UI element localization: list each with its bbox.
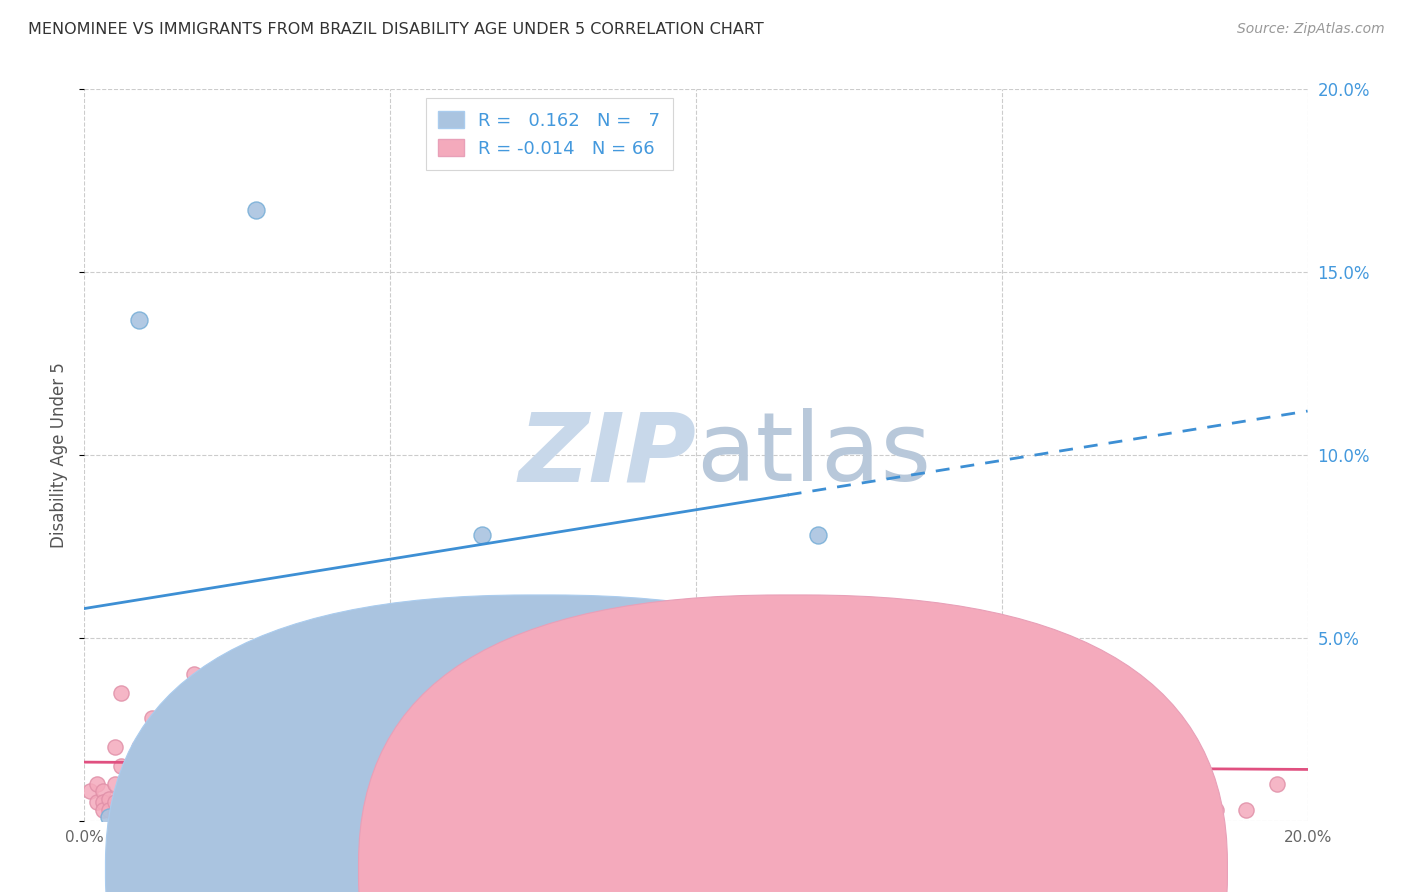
Point [86, 777, 108, 791]
Point [807, 528, 830, 542]
Point [135, 796, 157, 810]
Point [79, 784, 101, 798]
Point [299, 796, 322, 810]
Point [91, 796, 114, 810]
Point [91, 803, 114, 817]
Point [104, 806, 127, 821]
Point [1236, 803, 1258, 817]
Point [110, 758, 132, 772]
Point [440, 740, 463, 755]
Point [471, 803, 494, 817]
Point [91, 784, 114, 798]
Point [257, 740, 280, 755]
Point [208, 740, 231, 755]
Point [110, 796, 132, 810]
Point [141, 796, 163, 810]
Point [115, 784, 138, 798]
Text: atlas: atlas [696, 409, 931, 501]
Point [165, 758, 187, 772]
Point [104, 740, 127, 755]
Text: Immigrants from Brazil: Immigrants from Brazil [815, 861, 1007, 879]
Point [146, 777, 169, 791]
Point [380, 777, 402, 791]
Point [991, 803, 1014, 817]
Point [287, 796, 309, 810]
Point [128, 312, 150, 326]
Point [115, 803, 138, 817]
Point [226, 649, 249, 664]
Point [97, 803, 120, 817]
Point [146, 803, 169, 817]
Point [97, 791, 120, 805]
Point [276, 777, 298, 791]
Point [245, 803, 267, 817]
Legend: R =   0.162   N =   7, R = -0.014   N = 66: R = 0.162 N = 7, R = -0.014 N = 66 [426, 98, 672, 170]
Point [135, 747, 157, 762]
Point [685, 803, 707, 817]
Point [1114, 777, 1136, 791]
Text: ZIP: ZIP [517, 409, 696, 501]
Point [349, 723, 371, 737]
Point [122, 758, 145, 772]
Point [159, 796, 181, 810]
Point [86, 796, 108, 810]
Text: Source: ZipAtlas.com: Source: ZipAtlas.com [1237, 22, 1385, 37]
Point [183, 667, 205, 681]
Point [318, 803, 340, 817]
Point [128, 740, 150, 755]
Text: MENOMINEE VS IMMIGRANTS FROM BRAZIL DISABILITY AGE UNDER 5 CORRELATION CHART: MENOMINEE VS IMMIGRANTS FROM BRAZIL DISA… [28, 22, 763, 37]
Point [562, 740, 585, 755]
Point [195, 803, 218, 817]
Point [232, 723, 254, 737]
Point [1265, 777, 1288, 791]
Text: Menominee: Menominee [591, 861, 688, 879]
Point [122, 796, 145, 810]
Point [115, 777, 138, 791]
Point [409, 803, 432, 817]
Point [367, 796, 389, 810]
Point [104, 796, 127, 810]
Point [1205, 803, 1227, 817]
Point [330, 667, 353, 681]
Point [153, 796, 176, 810]
Point [128, 796, 150, 810]
Point [807, 631, 830, 645]
Point [195, 796, 218, 810]
Y-axis label: Disability Age Under 5: Disability Age Under 5 [51, 362, 69, 548]
Point [502, 803, 524, 817]
Point [165, 803, 187, 817]
Point [269, 803, 291, 817]
Point [97, 810, 120, 824]
Point [219, 796, 242, 810]
Point [177, 796, 200, 810]
Point [110, 685, 132, 699]
Point [471, 528, 494, 542]
Point [172, 796, 194, 810]
Point [172, 803, 194, 817]
Point [104, 777, 127, 791]
Point [245, 202, 267, 217]
Point [141, 711, 163, 725]
Point [190, 777, 212, 791]
Point [624, 803, 647, 817]
Point [110, 796, 132, 810]
